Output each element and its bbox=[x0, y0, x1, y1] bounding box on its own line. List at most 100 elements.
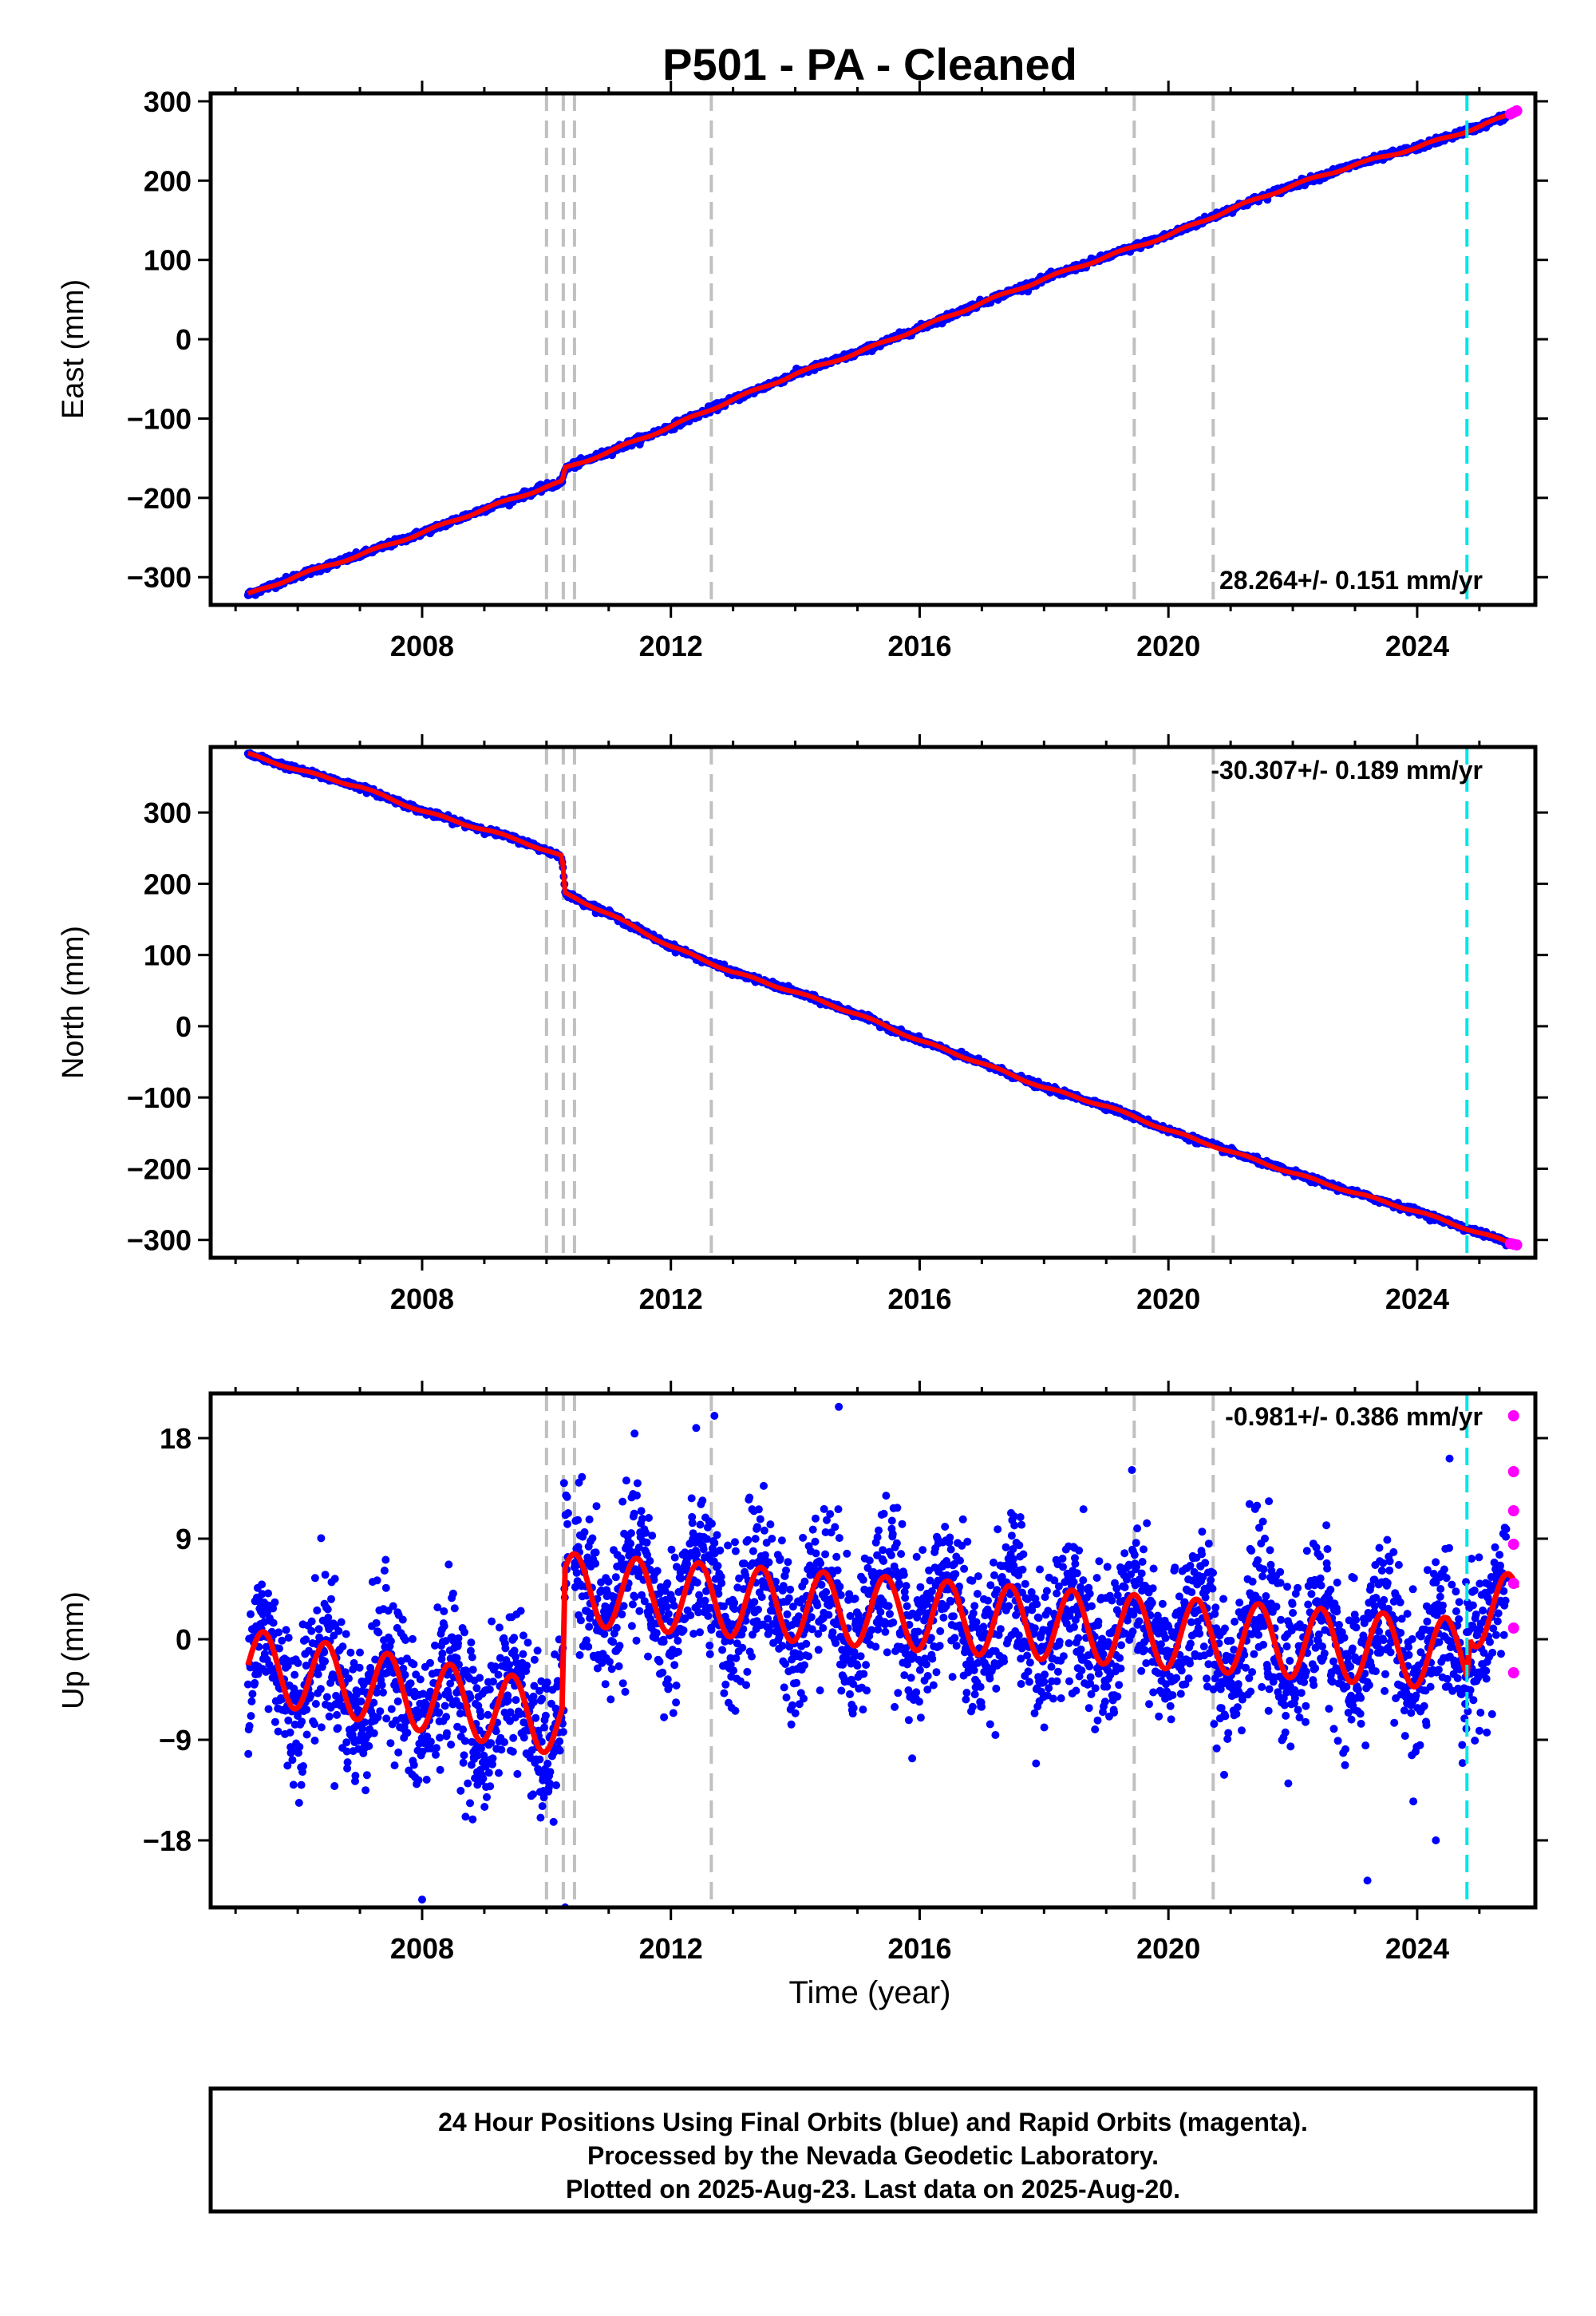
final-orbit-point bbox=[749, 1547, 757, 1555]
final-orbit-point bbox=[314, 1625, 323, 1634]
y-axis-label: North (mm) bbox=[57, 926, 90, 1079]
final-orbit-point bbox=[555, 1737, 564, 1745]
final-orbit-point bbox=[269, 1604, 278, 1613]
final-orbit-point bbox=[310, 1737, 319, 1745]
final-orbit-point bbox=[670, 1601, 678, 1610]
final-orbit-point bbox=[297, 1780, 306, 1789]
y-tick-label: 0 bbox=[176, 323, 192, 356]
final-orbit-point bbox=[546, 1768, 555, 1777]
final-orbit-point bbox=[707, 1626, 716, 1634]
final-orbit-point bbox=[342, 1747, 351, 1756]
rapid-orbit-points bbox=[1504, 1238, 1523, 1251]
y-tick-label: −100 bbox=[127, 1081, 192, 1114]
y-tick-label: −200 bbox=[127, 482, 192, 515]
final-orbit-point bbox=[642, 1538, 651, 1547]
final-orbit-point bbox=[551, 1704, 560, 1713]
final-orbit-points bbox=[243, 749, 1511, 1250]
final-orbit-point bbox=[669, 1709, 678, 1717]
final-orbit-point bbox=[738, 1643, 747, 1652]
final-orbit-point bbox=[606, 1695, 615, 1704]
final-orbit-point bbox=[609, 1638, 618, 1646]
final-orbit-point bbox=[310, 1720, 318, 1729]
final-orbit-point bbox=[717, 1579, 726, 1587]
final-orbit-point bbox=[741, 1616, 750, 1625]
final-orbit-point bbox=[710, 1539, 719, 1547]
final-orbit-point bbox=[377, 1681, 386, 1690]
final-orbit-point bbox=[243, 1680, 252, 1689]
final-orbit-point bbox=[751, 1535, 760, 1543]
final-orbit-point bbox=[486, 1782, 495, 1791]
final-orbit-point bbox=[627, 1529, 635, 1538]
final-orbit-point bbox=[302, 1662, 310, 1670]
final-orbit-point bbox=[519, 1650, 527, 1658]
final-orbit-point bbox=[622, 1476, 630, 1485]
final-orbit-point bbox=[745, 1493, 754, 1502]
final-orbit-point bbox=[461, 1812, 470, 1821]
final-orbit-point bbox=[284, 1716, 293, 1725]
final-orbit-point bbox=[459, 1758, 468, 1767]
final-orbit-point bbox=[466, 1799, 474, 1808]
final-orbit-point bbox=[705, 1641, 714, 1650]
final-orbit-point bbox=[552, 1781, 560, 1789]
final-orbit-point bbox=[578, 1472, 587, 1481]
final-orbit-point bbox=[494, 1670, 503, 1679]
final-orbit-point bbox=[381, 1555, 390, 1564]
plot-frame bbox=[208, 745, 1538, 1260]
final-orbit-point bbox=[519, 1631, 527, 1640]
final-orbit-point bbox=[644, 1652, 652, 1661]
final-orbit-point bbox=[735, 1574, 744, 1583]
final-orbit-point bbox=[288, 1756, 297, 1765]
final-orbit-point bbox=[630, 1429, 639, 1438]
final-orbit-point bbox=[731, 1538, 739, 1547]
final-orbit-point bbox=[549, 1817, 558, 1826]
final-orbit-point bbox=[447, 1741, 456, 1749]
y-tick-label: 0 bbox=[176, 1010, 192, 1043]
final-orbit-point bbox=[531, 1713, 540, 1722]
final-orbit-point bbox=[247, 1712, 255, 1721]
final-orbit-point bbox=[650, 1575, 658, 1584]
final-orbit-point bbox=[576, 1616, 585, 1625]
final-orbit-point bbox=[401, 1670, 409, 1679]
final-orbit-point bbox=[748, 1652, 756, 1661]
final-orbit-point bbox=[753, 1523, 761, 1531]
final-orbit-point bbox=[693, 1550, 701, 1559]
final-orbit-point bbox=[373, 1713, 382, 1721]
final-orbit-point bbox=[302, 1705, 311, 1714]
final-orbit-point bbox=[730, 1599, 739, 1607]
final-orbit-point bbox=[766, 1520, 775, 1529]
final-orbit-point bbox=[572, 1568, 581, 1577]
final-orbit-point bbox=[307, 1617, 316, 1626]
final-orbit-point bbox=[476, 1674, 484, 1682]
final-orbit-point bbox=[671, 1630, 680, 1638]
final-orbit-point bbox=[750, 1598, 759, 1607]
y-tick-label: 300 bbox=[144, 85, 192, 118]
final-orbit-point bbox=[626, 1539, 635, 1548]
final-orbit-point bbox=[446, 1679, 455, 1688]
final-orbit-point bbox=[390, 1761, 399, 1770]
final-orbit-point bbox=[342, 1630, 350, 1638]
final-orbit-point bbox=[399, 1664, 408, 1673]
final-orbit-point bbox=[251, 1678, 259, 1687]
final-orbit-point bbox=[380, 1567, 389, 1575]
final-orbit-point bbox=[299, 1762, 307, 1770]
final-orbit-point bbox=[376, 1707, 385, 1716]
final-orbit-point bbox=[473, 1751, 482, 1760]
figure-title: P501 - PA - Cleaned bbox=[662, 39, 1077, 89]
final-orbit-points bbox=[243, 1402, 1511, 1907]
final-orbit-point bbox=[537, 1677, 546, 1686]
final-orbit-point bbox=[677, 1574, 685, 1583]
final-orbit-point bbox=[274, 1727, 282, 1736]
rapid-orbit-points bbox=[1504, 105, 1523, 120]
final-orbit-point bbox=[350, 1658, 358, 1667]
final-orbit-point bbox=[355, 1663, 364, 1672]
final-orbit-point bbox=[754, 1505, 763, 1514]
final-orbit-point bbox=[357, 1697, 365, 1705]
final-orbit-point bbox=[607, 1665, 616, 1674]
final-orbit-point bbox=[559, 1728, 567, 1737]
final-orbit-point bbox=[307, 1626, 316, 1635]
final-orbit-point bbox=[349, 1665, 358, 1674]
final-orbit-point bbox=[322, 1693, 331, 1701]
final-orbit-point bbox=[665, 1682, 674, 1690]
final-orbit-point bbox=[664, 1610, 673, 1618]
final-orbit-point bbox=[563, 1520, 571, 1528]
